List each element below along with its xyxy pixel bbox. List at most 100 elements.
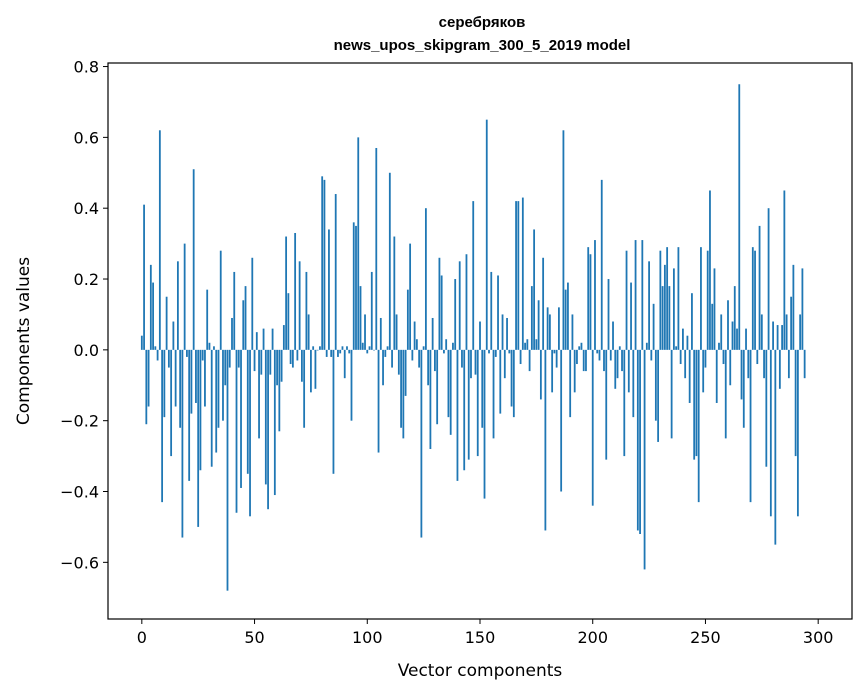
bar-16 <box>176 261 179 350</box>
bar-47 <box>246 349 249 474</box>
bar-96 <box>357 137 360 350</box>
bar-100 <box>366 349 369 354</box>
bar-190 <box>569 349 572 418</box>
bar-138 <box>452 342 454 350</box>
bar-201 <box>594 240 596 350</box>
bar-293 <box>801 268 804 350</box>
bar-250 <box>704 349 707 368</box>
bar-182 <box>551 349 554 393</box>
bar-20 <box>186 349 188 357</box>
bar-153 <box>485 119 488 350</box>
bar-249 <box>702 349 705 393</box>
bar-129 <box>431 317 434 350</box>
bar-64 <box>285 236 288 350</box>
bar-120 <box>411 349 414 361</box>
bar-85 <box>332 349 335 474</box>
bar-140 <box>456 349 459 481</box>
bar-72 <box>303 349 306 428</box>
bar-67 <box>291 349 294 368</box>
bar-283 <box>778 349 781 389</box>
bar-104 <box>375 147 378 350</box>
bar-200 <box>591 349 594 506</box>
bar-107 <box>382 349 384 386</box>
bar-102 <box>370 271 373 350</box>
bar-242 <box>686 335 689 350</box>
bar-80 <box>321 176 324 350</box>
bar-143 <box>463 349 466 471</box>
bar-97 <box>359 286 362 350</box>
bar-274 <box>758 225 761 350</box>
bar-204 <box>600 179 603 350</box>
bar-220 <box>636 349 639 531</box>
bar-108 <box>384 349 387 357</box>
bar-28 <box>204 349 206 407</box>
bar-94 <box>352 222 355 350</box>
bar-160 <box>501 314 504 350</box>
bar-216 <box>627 349 630 393</box>
y-tick-label: 0.6 <box>74 128 99 147</box>
bar-198 <box>587 247 590 350</box>
bar-186 <box>560 349 563 492</box>
bar-159 <box>499 349 502 414</box>
x-tick-label: 200 <box>577 628 608 647</box>
bar-144 <box>465 254 468 350</box>
bar-238 <box>677 247 680 350</box>
bar-34 <box>217 349 220 428</box>
bar-49 <box>251 257 254 350</box>
bar-109 <box>386 346 389 350</box>
bar-258 <box>722 349 725 365</box>
bar-23 <box>192 169 195 350</box>
bar-170 <box>524 342 526 350</box>
bar-58 <box>271 328 274 350</box>
bar-260 <box>727 300 729 350</box>
bar-36 <box>222 349 224 421</box>
bar-147 <box>472 201 475 350</box>
bar-199 <box>589 254 592 350</box>
bar-146 <box>470 349 472 379</box>
bar-136 <box>447 349 450 418</box>
bar-255 <box>715 349 718 403</box>
bar-203 <box>598 349 601 361</box>
bar-59 <box>273 349 276 496</box>
bar-292 <box>799 314 802 350</box>
bar-54 <box>262 328 265 350</box>
bar-265 <box>738 84 741 350</box>
bar-4 <box>149 264 152 350</box>
bar-118 <box>406 289 409 350</box>
bar-51 <box>255 332 258 350</box>
bar-78 <box>316 349 319 351</box>
bar-254 <box>713 268 716 350</box>
x-tick-label: 300 <box>803 628 834 647</box>
bar-161 <box>503 349 506 379</box>
bar-194 <box>578 346 581 350</box>
bar-177 <box>539 349 542 400</box>
bar-217 <box>630 282 632 350</box>
bar-8 <box>158 130 161 350</box>
bar-212 <box>618 346 621 350</box>
bar-81 <box>323 179 326 350</box>
bar-166 <box>515 201 517 350</box>
x-tick-label: 0 <box>137 628 147 647</box>
bar-196 <box>582 349 585 372</box>
bar-268 <box>745 328 747 350</box>
bar-168 <box>519 349 522 365</box>
bar-165 <box>512 349 515 418</box>
bar-106 <box>379 317 382 350</box>
bar-92 <box>348 349 351 354</box>
bar-62 <box>280 349 283 382</box>
bar-273 <box>756 349 759 365</box>
bar-289 <box>792 264 795 350</box>
bar-15 <box>174 349 177 407</box>
bar-128 <box>429 349 432 450</box>
bar-45 <box>242 300 245 350</box>
bar-261 <box>729 349 732 386</box>
plot-area-frame <box>107 62 853 620</box>
bar-287 <box>787 349 790 379</box>
bar-164 <box>510 349 513 407</box>
bar-244 <box>691 293 693 350</box>
bar-14 <box>172 321 175 350</box>
bar-70 <box>298 261 301 350</box>
bar-33 <box>215 349 218 453</box>
bar-251 <box>706 250 709 350</box>
